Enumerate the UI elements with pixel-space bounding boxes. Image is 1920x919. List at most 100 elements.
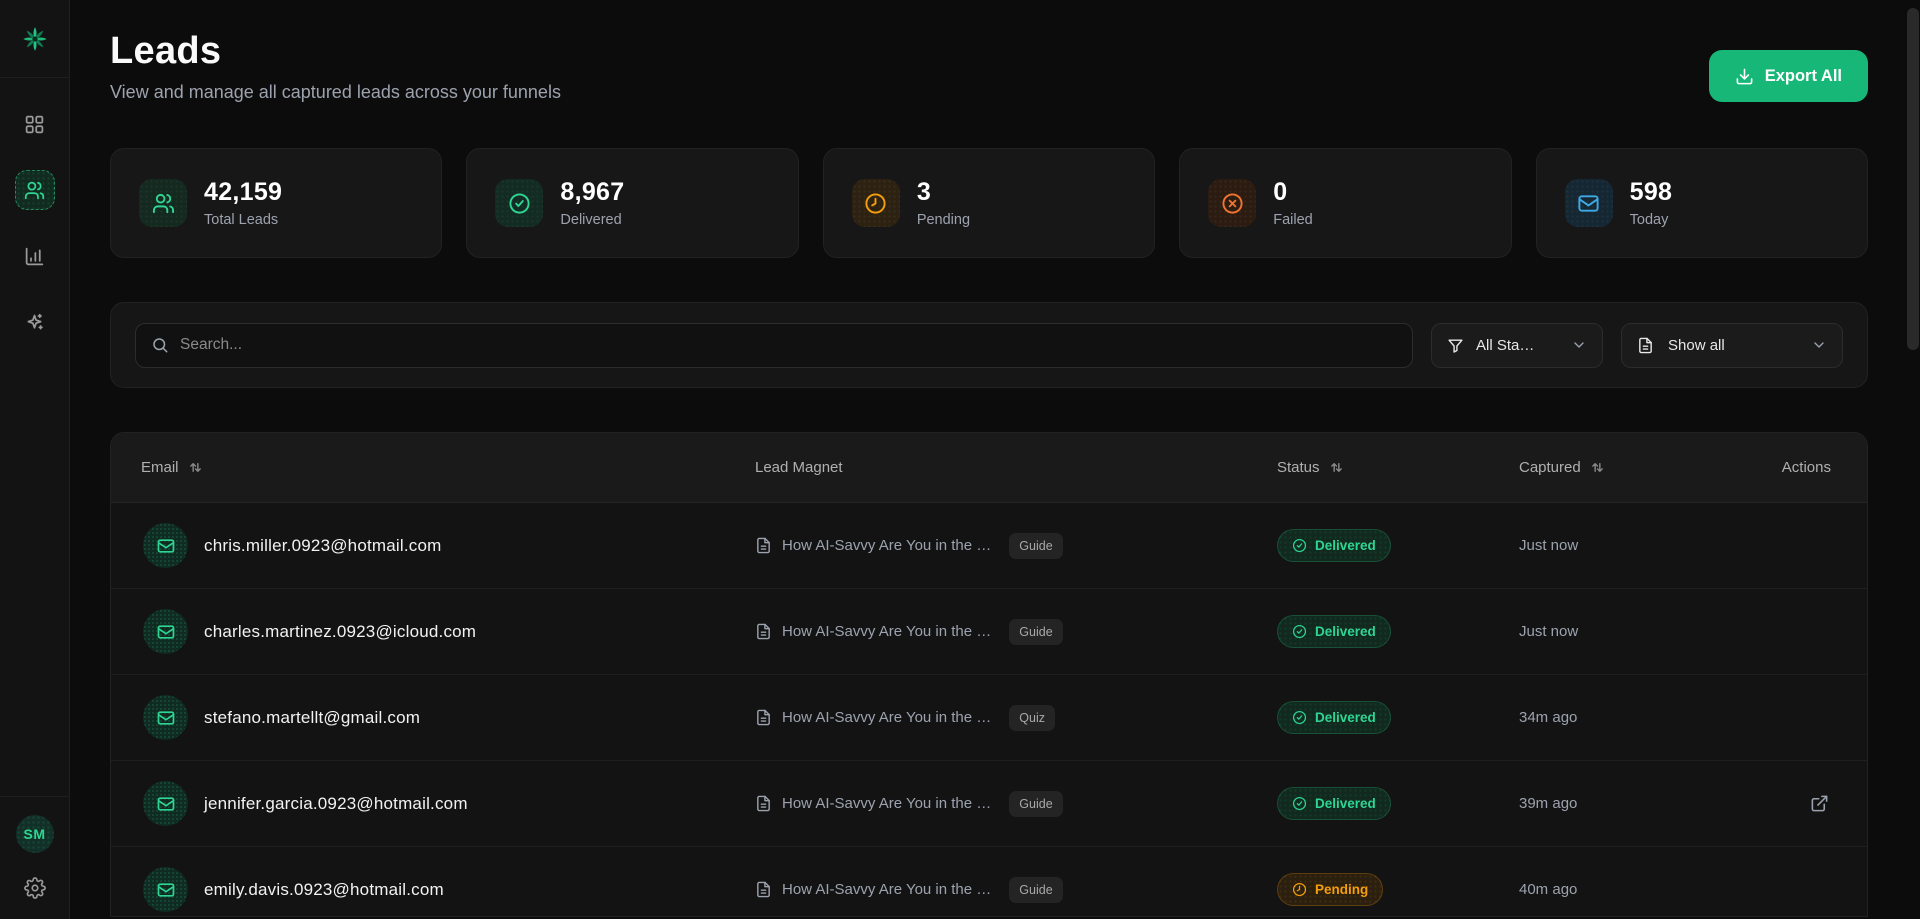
sidebar-item-automations[interactable] (15, 302, 55, 342)
status-badge: Delivered (1277, 529, 1391, 562)
stat-card-today: 598 Today (1535, 148, 1869, 258)
stat-value: 0 (1273, 178, 1288, 206)
search-icon (151, 336, 169, 354)
sidebar-item-leads[interactable] (14, 170, 55, 210)
stat-label: Today (1629, 212, 1669, 228)
sparkles-icon (24, 312, 45, 333)
gear-icon (23, 877, 46, 899)
mail-avatar-icon (143, 867, 188, 912)
lead-email: stefano.martellt@gmail.com (204, 707, 421, 727)
main-content: Leads View and manage all captured leads… (70, 0, 1920, 919)
lead-email: chris.miller.0923@hotmail.com (204, 535, 442, 555)
stats-row: 42,159 Total Leads 8,967 Delivered (110, 148, 1869, 258)
file-text-icon (755, 709, 772, 726)
clock-icon (851, 179, 900, 227)
users-icon (139, 179, 187, 227)
lead-email: emily.davis.0923@hotmail.com (204, 879, 444, 899)
stat-label: Failed (1273, 212, 1313, 228)
table-row[interactable]: charles.martinez.0923@icloud.com How AI-… (111, 589, 1867, 675)
sidebar-item-analytics[interactable] (15, 236, 55, 276)
download-icon (1735, 67, 1754, 86)
table-row[interactable]: chris.miller.0923@hotmail.com How AI-Sav… (111, 503, 1867, 589)
table-row[interactable]: stefano.martellt@gmail.com How AI-Savvy … (111, 675, 1867, 761)
stat-label: Total Leads (204, 212, 279, 228)
stat-value: 3 (916, 178, 932, 206)
sort-icon (188, 460, 203, 475)
captured-time: 39m ago (1519, 795, 1578, 812)
mail-avatar-icon (143, 781, 188, 826)
magnet-type-badge: Guide (1009, 532, 1063, 559)
sidebar: SM (0, 0, 70, 919)
mail-avatar-icon (143, 609, 188, 654)
vertical-scrollbar[interactable] (1907, 8, 1919, 350)
chevron-down-icon (1571, 337, 1587, 353)
stat-card-pending: 3 Pending (822, 148, 1156, 258)
column-header-lead-magnet: Lead Magnet (755, 459, 843, 476)
check-circle-icon (495, 179, 544, 227)
layout-grid-icon (24, 114, 45, 135)
status-filter-dropdown[interactable]: All Sta… (1431, 322, 1603, 368)
column-header-captured[interactable]: Captured (1519, 459, 1759, 476)
stat-label: Pending (916, 212, 971, 228)
stat-value: 42,159 (204, 178, 283, 206)
bar-chart-icon (24, 246, 45, 267)
page-subtitle: View and manage all captured leads acros… (110, 82, 561, 102)
filter-funnel-icon (1447, 337, 1464, 354)
column-header-actions: Actions (1781, 459, 1831, 476)
file-text-icon (755, 795, 772, 812)
settings-button[interactable] (23, 877, 46, 899)
sidebar-item-dashboard[interactable] (15, 104, 55, 144)
chevron-down-icon (1811, 337, 1827, 353)
users-icon (24, 180, 45, 201)
magnet-type-badge: Guide (1009, 790, 1063, 817)
magnet-type-badge: Guide (1009, 876, 1063, 903)
magnet-type-badge: Quiz (1009, 704, 1055, 731)
stat-value: 8,967 (560, 178, 625, 206)
status-badge: Delivered (1277, 787, 1391, 820)
lead-magnet-name: How AI-Savvy Are You in the … (782, 537, 992, 554)
magnet-filter-dropdown[interactable]: Show all (1621, 322, 1843, 368)
status-filter-value: All Sta… (1476, 336, 1535, 354)
stat-card-total-leads: 42,159 Total Leads (110, 148, 443, 258)
x-circle-icon (1208, 179, 1257, 227)
export-all-button[interactable]: Export All (1708, 50, 1868, 102)
search-box (135, 322, 1413, 368)
lead-magnet-name: How AI-Savvy Are You in the … (782, 795, 992, 812)
leads-table: Email Lead Magnet Status Cap (110, 432, 1868, 917)
sort-icon (1329, 460, 1344, 475)
table-row[interactable]: jennifer.garcia.0923@hotmail.com How AI-… (111, 761, 1867, 847)
mail-avatar-icon (143, 695, 188, 740)
file-text-icon (755, 881, 772, 898)
stat-card-delivered: 8,967 Delivered (466, 148, 799, 258)
status-badge: Pending (1277, 873, 1384, 906)
table-header-row: Email Lead Magnet Status Cap (111, 433, 1867, 503)
filter-toolbar: All Sta… Show all (110, 302, 1868, 388)
captured-time: Just now (1519, 623, 1579, 640)
magnet-type-badge: Guide (1009, 618, 1063, 645)
user-avatar[interactable]: SM (15, 815, 54, 853)
status-badge: Delivered (1277, 615, 1391, 648)
sidebar-nav (14, 78, 55, 796)
column-header-email[interactable]: Email (111, 459, 755, 476)
pinwheel-logo-icon (19, 23, 51, 55)
status-badge: Delivered (1277, 701, 1391, 734)
lead-magnet-name: How AI-Savvy Are You in the … (782, 623, 992, 640)
app-logo[interactable] (0, 0, 69, 78)
stat-label: Delivered (560, 212, 622, 228)
captured-time: 40m ago (1519, 881, 1578, 898)
file-text-icon (1637, 337, 1654, 354)
mail-avatar-icon (143, 523, 188, 568)
lead-email: jennifer.garcia.0923@hotmail.com (204, 793, 468, 813)
open-lead-external-link-icon[interactable] (1810, 794, 1829, 813)
captured-time: 34m ago (1519, 709, 1578, 726)
lead-magnet-name: How AI-Savvy Are You in the … (782, 881, 992, 898)
file-text-icon (755, 623, 772, 640)
column-header-status[interactable]: Status (1277, 459, 1519, 476)
sort-icon (1590, 460, 1605, 475)
mail-icon (1564, 179, 1613, 227)
sidebar-footer: SM (0, 796, 69, 919)
search-input[interactable] (180, 336, 1397, 354)
lead-email: charles.martinez.0923@icloud.com (204, 621, 477, 641)
table-row[interactable]: emily.davis.0923@hotmail.com How AI-Savv… (111, 847, 1867, 916)
page-title: Leads (110, 30, 222, 72)
